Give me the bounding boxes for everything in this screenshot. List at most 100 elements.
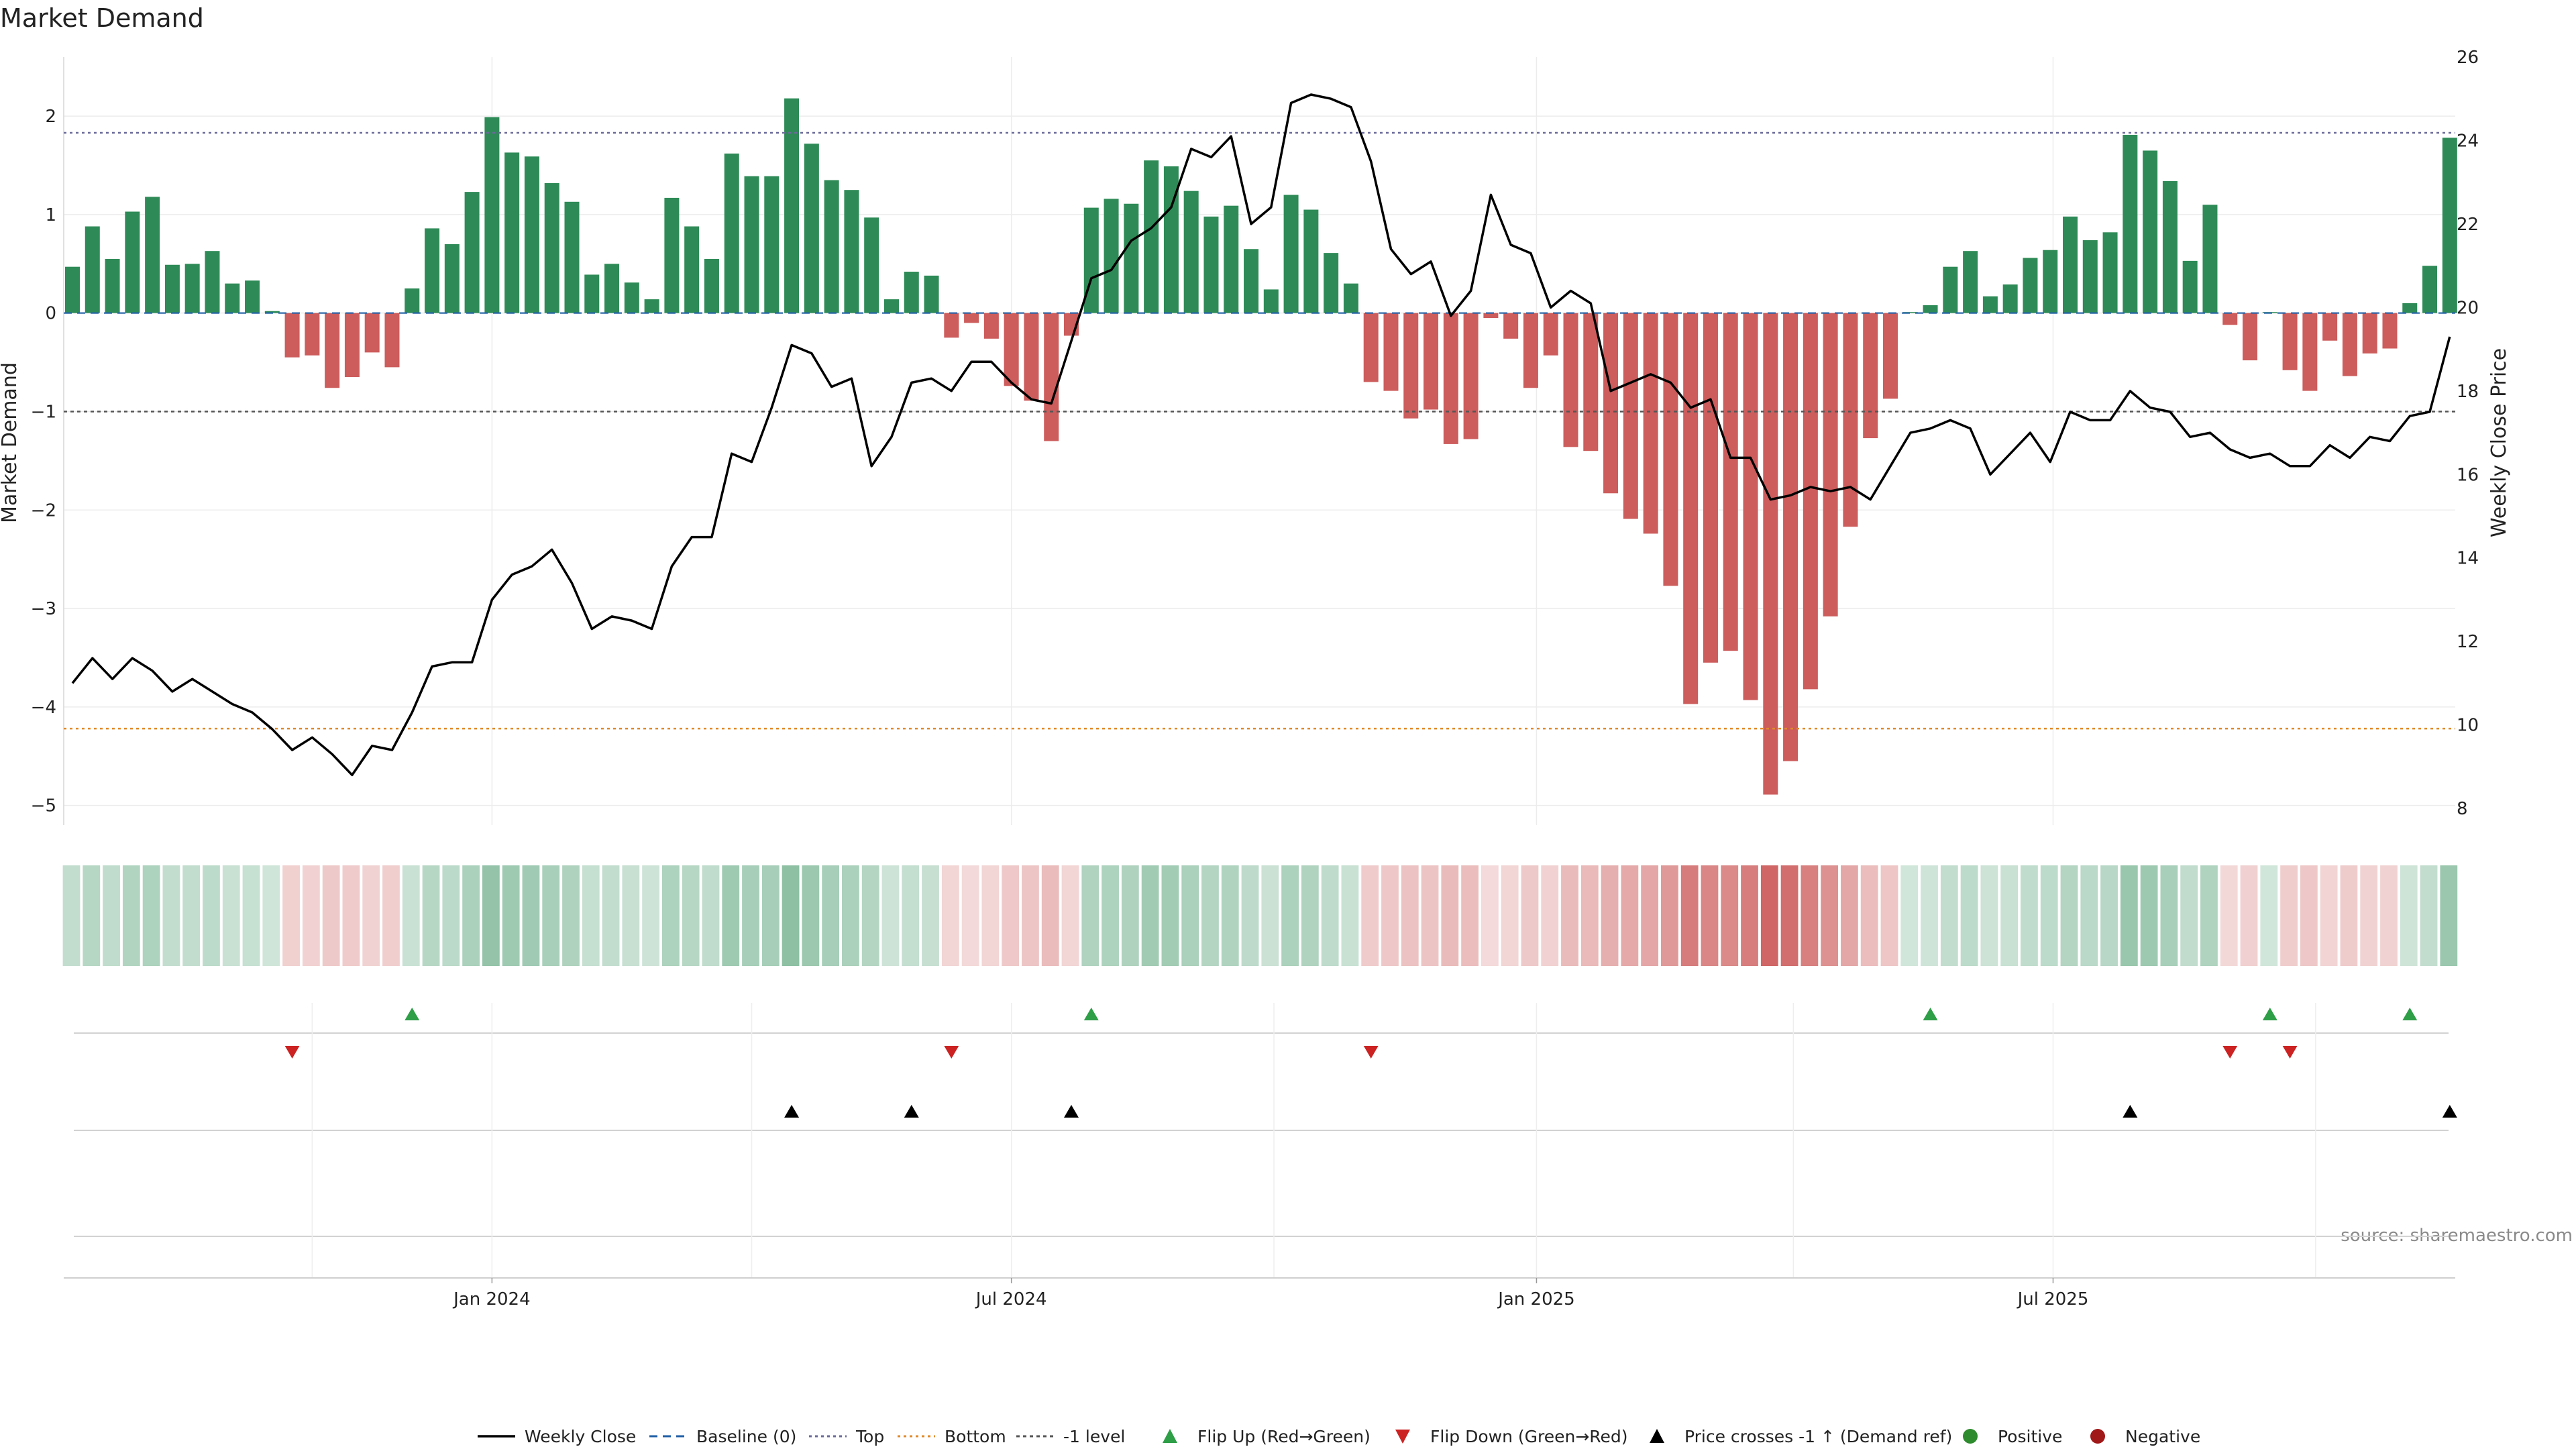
heat-cell [2340, 865, 2358, 966]
demand-bar [1863, 313, 1878, 439]
demand-bar [205, 251, 220, 313]
heat-cell [1341, 865, 1359, 966]
heat-cell [2320, 865, 2338, 966]
heat-cell [83, 865, 101, 966]
y2-tick-label: 20 [2457, 298, 2479, 318]
legend-label: Baseline (0) [696, 1427, 796, 1446]
heat-cell [1701, 865, 1719, 966]
heat-cell [262, 865, 280, 966]
heat-cell [782, 865, 800, 966]
heat-cell [2260, 865, 2278, 966]
y-tick-label: 0 [45, 304, 56, 324]
heat-cell [2360, 865, 2378, 966]
demand-bar [2002, 284, 2018, 313]
demand-bar [564, 201, 580, 313]
x-tick-label: Jan 2025 [1497, 1289, 1575, 1309]
demand-bar [1823, 313, 1838, 616]
heat-cell [922, 865, 939, 966]
heat-cell [1221, 865, 1239, 966]
demand-bar [1943, 266, 1958, 313]
heat-cell [62, 865, 80, 966]
y2-axis-ticks: 26 24 22 20 18 16 14 12 10 8 [2457, 48, 2479, 819]
y-axis-label: Market Demand [0, 362, 21, 523]
demand-bar [944, 313, 959, 338]
heat-cell [1361, 865, 1379, 966]
legend: Weekly Close Baseline (0) Top Bottom -1 leve… [478, 1427, 2200, 1446]
demand-bars [65, 98, 2457, 795]
demand-bar [764, 176, 780, 313]
y-tick-label: −2 [31, 500, 56, 521]
heat-cell [562, 865, 580, 966]
heat-cell [142, 865, 160, 966]
heat-cell [1760, 865, 1778, 966]
legend-label: Weekly Close [525, 1427, 636, 1446]
heat-cell [222, 865, 240, 966]
heat-cell [522, 865, 540, 966]
heat-cell [1002, 865, 1020, 966]
demand-bar [2402, 303, 2418, 313]
heat-cell [1860, 865, 1878, 966]
demand-bar [1183, 191, 1199, 313]
heat-cell [662, 865, 680, 966]
legend-label: Positive [1998, 1427, 2062, 1446]
y2-tick-label: 10 [2457, 716, 2479, 736]
demand-bar [105, 258, 120, 313]
price-cross-marker [784, 1105, 800, 1118]
demand-bar [1543, 313, 1558, 356]
demand-bar [2202, 205, 2218, 313]
heat-cell [502, 865, 520, 966]
demand-bar [1523, 313, 1538, 388]
demand-bar [2162, 180, 2178, 313]
heat-cell [1821, 865, 1839, 966]
y2-tick-label: 18 [2457, 382, 2479, 402]
heat-cell [1960, 865, 1978, 966]
demand-bar [1503, 313, 1519, 339]
demand-bar [245, 280, 260, 313]
flip-up-marker [2402, 1008, 2418, 1020]
demand-bar [1343, 283, 1358, 313]
demand-bar [584, 274, 600, 313]
demand-bar [983, 313, 999, 339]
heat-cell [2160, 865, 2178, 966]
heat-cell [342, 865, 360, 966]
demand-bar [504, 152, 520, 313]
flip-up-marker [405, 1008, 420, 1020]
demand-bar [704, 258, 719, 313]
heat-cell [2120, 865, 2138, 966]
heat-cell [981, 865, 1000, 966]
demand-bar [85, 226, 100, 313]
heat-cell [302, 865, 320, 966]
x-tick-label: Jan 2024 [452, 1289, 531, 1309]
heat-cell [1301, 865, 1319, 966]
heat-cell [1321, 865, 1339, 966]
heat-cell [1022, 865, 1039, 966]
demand-bar [284, 313, 300, 358]
y-tick-label: −1 [31, 402, 56, 422]
price-cross-marker [904, 1105, 919, 1118]
chart-title: Market Demand [0, 3, 204, 33]
heat-cell [162, 865, 180, 966]
legend-swatch-triangle [1395, 1430, 1410, 1444]
demand-bar [484, 117, 500, 313]
grid-lines [63, 57, 2455, 825]
demand-bar [305, 313, 320, 356]
heat-cell [2220, 865, 2238, 966]
demand-bar [1244, 249, 1259, 313]
demand-bar [325, 313, 340, 388]
heat-cell [1900, 865, 1919, 966]
demand-bar [1923, 305, 1938, 313]
demand-bar [344, 313, 360, 378]
legend-swatch-circle [2090, 1429, 2105, 1444]
demand-bar [1203, 216, 1219, 313]
demand-bar [2222, 313, 2238, 325]
heat-cell [1880, 865, 1898, 966]
heat-cell [642, 865, 660, 966]
demand-bar [524, 156, 539, 313]
demand-bar [125, 211, 140, 313]
heat-cell [1921, 865, 1938, 966]
y2-tick-label: 16 [2457, 465, 2479, 485]
heat-cell [1940, 865, 1958, 966]
heat-cell [1381, 865, 1399, 966]
heat-cell [822, 865, 840, 966]
